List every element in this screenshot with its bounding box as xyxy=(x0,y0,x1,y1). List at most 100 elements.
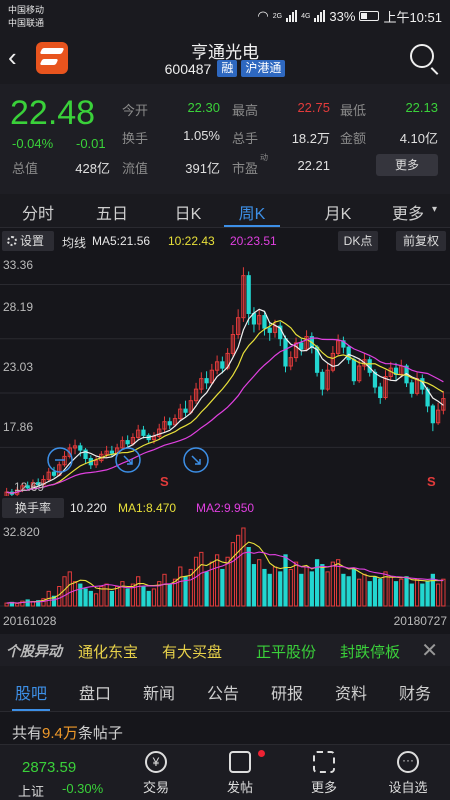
volume-bar xyxy=(20,600,25,607)
volume-bar xyxy=(430,573,435,607)
volume-bar xyxy=(420,583,425,607)
open-label: 今开 xyxy=(122,103,149,118)
volume-bar xyxy=(104,583,109,607)
low-value: 22.13 xyxy=(405,100,438,115)
back-icon[interactable]: ‹ xyxy=(8,42,17,72)
turnover-ma1: MA1:8.470 xyxy=(118,501,177,515)
tab-news[interactable]: 新闻 xyxy=(142,686,175,703)
candle xyxy=(241,275,246,319)
tab-announcements[interactable]: 公告 xyxy=(206,686,239,703)
index-value[interactable]: 2873.59 xyxy=(22,759,77,776)
candle xyxy=(78,445,83,451)
add-watchlist-label: 设自选 xyxy=(388,780,428,795)
amount-value: 4.10亿 xyxy=(399,131,438,146)
more-button[interactable]: 更多 xyxy=(294,749,354,799)
volume-bar xyxy=(236,534,241,607)
more-label: 更多 xyxy=(310,780,337,795)
pe-label: 市盈 xyxy=(232,161,259,176)
tab-research[interactable]: 研报 xyxy=(270,686,303,703)
edit-icon xyxy=(229,751,251,773)
tab-order-book[interactable]: 盘口 xyxy=(78,686,111,703)
turnover-value: 1.05% xyxy=(183,128,220,143)
volume-bar xyxy=(325,571,330,607)
ticker-item[interactable]: 通化东宝 xyxy=(78,644,139,661)
tab-intraday[interactable]: 分时 xyxy=(21,206,54,223)
volume-bar xyxy=(372,576,378,607)
volume-bar xyxy=(362,573,367,607)
search-icon[interactable] xyxy=(410,44,434,68)
volume-bar xyxy=(88,590,93,607)
stock-header: ‹ 亨通光电 600487 融 沪港通 xyxy=(0,32,450,84)
candle xyxy=(141,429,146,436)
settings-button[interactable]: 设置 xyxy=(2,231,54,251)
turnover-indicator-button[interactable]: 换手率 xyxy=(2,498,64,518)
candle xyxy=(435,409,441,424)
news-ticker[interactable]: 个股异动 通化东宝 有大买盘 正平股份 封跌停板 ✕ xyxy=(0,634,450,666)
total-value-label: 总值 xyxy=(12,161,39,176)
candle xyxy=(335,340,341,354)
volume-top-label: 32.820 xyxy=(3,525,40,539)
post-button[interactable]: 发帖 xyxy=(210,749,270,799)
volume-bar xyxy=(383,571,388,607)
tab-profile[interactable]: 资料 xyxy=(334,686,367,703)
period-tabs: 分时 五日 日K 周K 月K 更多 ▾ xyxy=(0,194,450,228)
ma-line xyxy=(6,319,444,494)
candle xyxy=(304,336,309,350)
trade-button[interactable]: ¥ 交易 xyxy=(126,749,186,799)
carrier-1: 中国移动 xyxy=(8,5,45,15)
tab-financials[interactable]: 财务 xyxy=(398,686,431,703)
grid-icon xyxy=(313,751,335,773)
tab-daily-k[interactable]: 日K xyxy=(174,206,202,223)
volume-bar xyxy=(141,585,146,607)
volume-bar xyxy=(41,598,46,607)
volume-bar xyxy=(204,571,209,607)
volume-bar xyxy=(320,564,325,607)
candle xyxy=(214,361,220,371)
volume-bar xyxy=(441,578,446,607)
high-value: 22.75 xyxy=(297,100,330,115)
candle xyxy=(93,460,99,466)
add-watchlist-button[interactable]: ··· 设自选 xyxy=(378,749,438,799)
candle xyxy=(193,388,199,402)
close-icon[interactable]: ✕ xyxy=(421,640,438,662)
ticker-item[interactable]: 封跌停板 xyxy=(340,644,401,661)
ma20-value: 20:23.51 xyxy=(230,234,277,248)
volume-bar xyxy=(304,566,309,607)
tab-five-day[interactable]: 五日 xyxy=(95,206,128,223)
volume-bar xyxy=(278,571,283,607)
volume-bar xyxy=(341,573,346,607)
current-price: 22.48 xyxy=(10,94,96,132)
volume-bar xyxy=(36,600,41,607)
signal-icon xyxy=(286,10,298,22)
tab-monthly-k[interactable]: 月K xyxy=(324,206,352,223)
turnover-chart[interactable] xyxy=(0,520,450,610)
tab-more[interactable]: 更多 xyxy=(391,206,424,223)
ticker-item[interactable]: 正平股份 xyxy=(256,644,317,661)
candle xyxy=(220,361,225,369)
ma10-value: 10:22.43 xyxy=(168,234,215,248)
volume-label: 总手 xyxy=(232,131,259,146)
adjust-price-button[interactable]: 前复权 xyxy=(396,231,446,251)
volume-bar xyxy=(151,588,157,607)
hk-connect-tag[interactable]: 沪港通 xyxy=(241,60,286,77)
post-count-prefix: 共有 xyxy=(12,725,43,742)
dk-point-button[interactable]: DK点 xyxy=(338,231,378,251)
volume-bar xyxy=(299,573,304,607)
candle xyxy=(346,346,351,361)
margin-tag[interactable]: 融 xyxy=(217,60,238,77)
status-bar: 中国移动 中国联通 ◠ 2G 4G 33% 上午10:51 xyxy=(0,0,450,32)
quote-panel: 22.48 -0.04% -0.01 总值 428亿 今开 22.30 最高 2… xyxy=(0,84,450,194)
more-quote-button[interactable]: 更多 xyxy=(376,154,438,176)
down-right-circle-icon xyxy=(183,447,209,473)
volume-bar xyxy=(120,581,125,607)
volume-bar xyxy=(314,559,320,607)
tab-weekly-k[interactable]: 周K xyxy=(238,206,266,223)
app-logo-icon xyxy=(36,42,68,74)
volume-bar xyxy=(178,566,183,607)
post-label: 发帖 xyxy=(226,780,253,795)
ticker-item[interactable]: 有大买盘 xyxy=(162,644,223,661)
down-circle-icon xyxy=(115,447,141,473)
volume-bar xyxy=(283,554,288,607)
tab-forum[interactable]: 股吧 xyxy=(14,686,47,703)
